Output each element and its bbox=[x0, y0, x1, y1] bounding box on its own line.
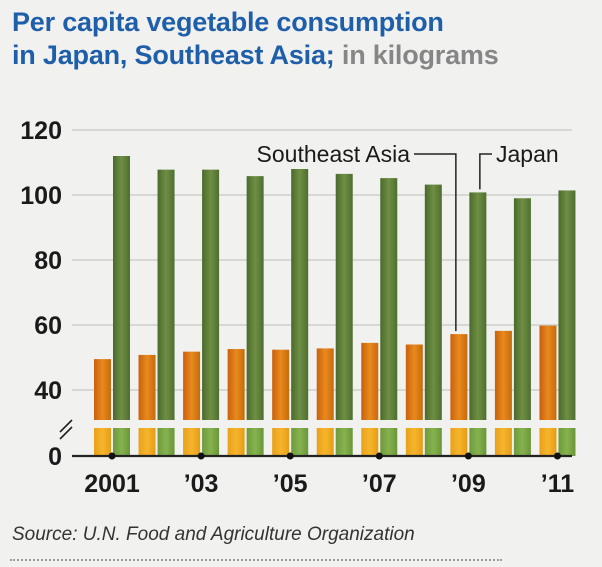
gridlines bbox=[72, 129, 572, 391]
bar-japan-base-2008 bbox=[424, 428, 442, 456]
bar-southeast-asia-base-2010 bbox=[494, 428, 512, 456]
bar-japan-2005 bbox=[291, 169, 309, 420]
x-tick-dot-2007 bbox=[375, 452, 383, 460]
bar-japan-base-2002 bbox=[157, 428, 175, 456]
bar-japan-2011 bbox=[558, 190, 576, 420]
bar-japan-2007 bbox=[380, 178, 398, 420]
axis-break-mark-2 bbox=[59, 426, 73, 440]
x-tick-label-2003: ’03 bbox=[184, 470, 219, 498]
bar-southeast-asia-2009 bbox=[450, 334, 468, 420]
bar-southeast-asia-base-2005 bbox=[272, 428, 290, 456]
bar-japan-2001 bbox=[113, 156, 130, 420]
title-line-2-main: in Japan, Southeast Asia; bbox=[12, 40, 335, 70]
y-tick-label-40: 40 bbox=[34, 377, 62, 405]
bar-chart: 0 40 60 80 100 120 2001 ’03 ’05 ’07 ’09 ’11 Southeas… bbox=[20, 117, 576, 498]
chart-title: Per capita vegetable consumption in Japa… bbox=[12, 6, 597, 72]
x-tick-label-2005: ’05 bbox=[273, 470, 308, 498]
bar-japan-base-2011 bbox=[558, 428, 576, 456]
title-line-1: Per capita vegetable consumption bbox=[12, 7, 444, 37]
bar-japan-base-2001 bbox=[113, 428, 130, 456]
series-label-southeast-asia: Southeast Asia bbox=[257, 141, 411, 167]
x-tick-dot-2001 bbox=[108, 452, 116, 460]
axis-break-mark-1 bbox=[59, 419, 73, 433]
bar-southeast-asia-base-2001 bbox=[94, 428, 111, 456]
source-note: Source: U.N. Food and Agriculture Organi… bbox=[12, 524, 415, 545]
bar-japan-2002 bbox=[157, 169, 175, 420]
y-tick-label-60: 60 bbox=[34, 312, 62, 340]
bar-southeast-asia-2007 bbox=[361, 342, 379, 420]
y-tick-label-120: 120 bbox=[20, 117, 62, 145]
bar-southeast-asia-2005 bbox=[272, 349, 290, 420]
x-tick-dot-2009 bbox=[464, 452, 472, 460]
bar-japan-2010 bbox=[513, 198, 531, 420]
x-tick-dot-2005 bbox=[286, 452, 294, 460]
bar-japan-2008 bbox=[424, 184, 442, 420]
bar-southeast-asia-base-2004 bbox=[227, 428, 245, 456]
bar-japan-2006 bbox=[335, 173, 353, 420]
bar-japan-base-2003 bbox=[202, 428, 220, 456]
bar-southeast-asia-base-2006 bbox=[316, 428, 334, 456]
axes bbox=[59, 419, 572, 460]
bar-southeast-asia-base-2009 bbox=[450, 428, 468, 456]
bar-japan-base-2005 bbox=[291, 428, 309, 456]
source-divider bbox=[10, 559, 502, 561]
bar-southeast-asia-2011 bbox=[539, 325, 557, 420]
bars bbox=[94, 156, 576, 456]
bar-southeast-asia-2006 bbox=[316, 348, 334, 420]
bar-japan-base-2010 bbox=[513, 428, 531, 456]
bar-southeast-asia-base-2002 bbox=[138, 428, 156, 456]
bar-japan-2003 bbox=[202, 169, 220, 420]
bar-southeast-asia-2003 bbox=[183, 351, 201, 420]
y-tick-label-0: 0 bbox=[48, 443, 62, 471]
bar-southeast-asia-base-2007 bbox=[361, 428, 379, 456]
bar-southeast-asia-2002 bbox=[138, 354, 156, 420]
x-tick-dot-2003 bbox=[197, 452, 205, 460]
bar-japan-base-2004 bbox=[246, 428, 264, 456]
title-line-2: in Japan, Southeast Asia; in kilograms bbox=[12, 39, 597, 72]
bar-japan-2009 bbox=[469, 192, 487, 420]
leader-line-japan bbox=[479, 153, 492, 190]
x-tick-dot-2011 bbox=[553, 452, 561, 460]
leader-line-southeast-asia bbox=[414, 153, 457, 332]
bar-japan-base-2007 bbox=[380, 428, 398, 456]
bar-southeast-asia-base-2003 bbox=[183, 428, 201, 456]
bar-southeast-asia-2004 bbox=[227, 349, 245, 420]
bar-japan-base-2006 bbox=[335, 428, 353, 456]
bar-southeast-asia-base-2008 bbox=[405, 428, 423, 456]
x-tick-label-2009: ’09 bbox=[451, 470, 486, 498]
series-label-japan: Japan bbox=[496, 141, 559, 167]
bar-japan-2004 bbox=[246, 176, 264, 420]
title-units: in kilograms bbox=[341, 40, 499, 70]
x-tick-label-2011: ’11 bbox=[541, 470, 574, 498]
labels: 0 40 60 80 100 120 2001 ’03 ’05 ’07 ’09 ’11 Southeas… bbox=[20, 117, 574, 498]
x-tick-label-2007: ’07 bbox=[362, 470, 397, 498]
bar-japan-base-2009 bbox=[469, 428, 487, 456]
bar-southeast-asia-2010 bbox=[494, 330, 512, 420]
y-tick-label-100: 100 bbox=[20, 182, 62, 210]
bar-southeast-asia-2008 bbox=[405, 344, 423, 420]
bar-southeast-asia-2001 bbox=[94, 359, 111, 420]
y-tick-label-80: 80 bbox=[34, 247, 62, 275]
x-tick-label-2001: 2001 bbox=[84, 470, 140, 498]
bar-southeast-asia-base-2011 bbox=[539, 428, 557, 456]
